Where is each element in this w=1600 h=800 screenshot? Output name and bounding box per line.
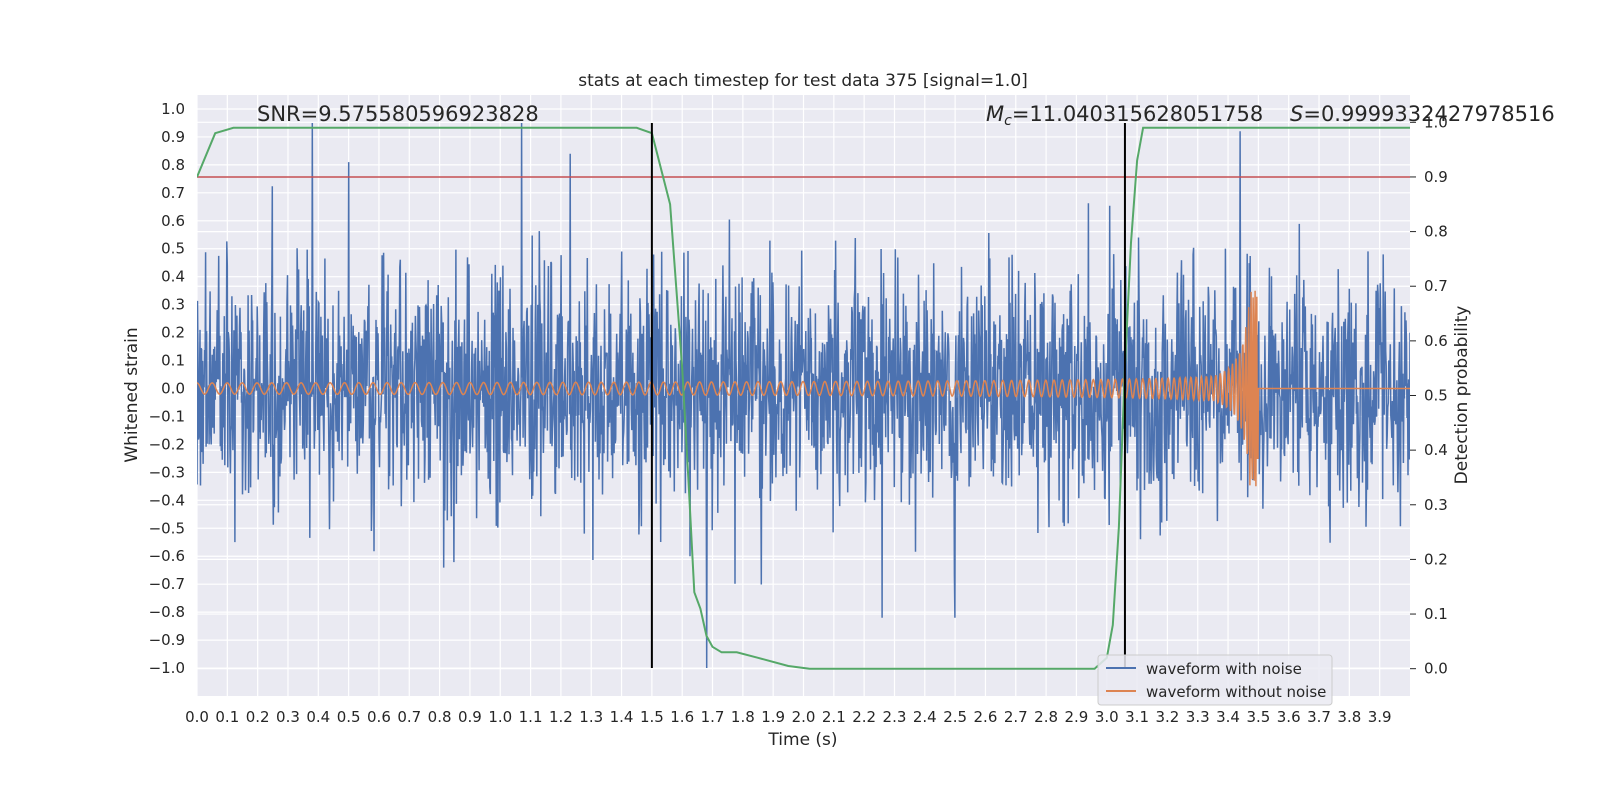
x-tick-label: 2.4 xyxy=(913,708,937,726)
y-tick-label: 0.6 xyxy=(161,212,185,230)
legend-box xyxy=(1097,654,1333,706)
y2-tick-label: 0.8 xyxy=(1424,223,1448,241)
x-tick-label: 2.8 xyxy=(1034,708,1058,726)
y-tick-label: −0.2 xyxy=(149,435,185,453)
chirp-mass-annotation: Mc=11.040315628051758 xyxy=(986,102,1263,129)
x-tick-label: 3.9 xyxy=(1368,708,1392,726)
x-tick-label: 3.8 xyxy=(1337,708,1361,726)
y-tick-label: −0.9 xyxy=(149,631,185,649)
y2-tick-label: 0.4 xyxy=(1424,441,1448,459)
x-tick-label: 2.2 xyxy=(852,708,876,726)
x-axis-label: Time (s) xyxy=(767,730,837,750)
y-tick-label: 0.0 xyxy=(161,380,185,398)
x-tick-label: 0.0 xyxy=(185,708,209,726)
y-tick-label: 0.7 xyxy=(161,184,185,202)
x-tick-label: 2.5 xyxy=(943,708,967,726)
legend-label-waveform-without-noise: waveform without noise xyxy=(1146,683,1326,701)
x-tick-label: 1.4 xyxy=(610,708,634,726)
y2-tick-label: 1.0 xyxy=(1424,113,1448,131)
x-tick-label: 2.1 xyxy=(822,708,846,726)
x-tick-label: 1.7 xyxy=(701,708,725,726)
x-tick-label: 2.0 xyxy=(792,708,816,726)
legend-label-waveform-with-noise: waveform with noise xyxy=(1146,660,1302,678)
x-tick-label: 2.7 xyxy=(1004,708,1028,726)
y-tick-label: 0.8 xyxy=(161,156,185,174)
x-tick-label: 1.3 xyxy=(579,708,603,726)
x-tick-label: 3.2 xyxy=(1155,708,1179,726)
x-tick-label: 0.1 xyxy=(215,708,239,726)
x-tick-label: 0.5 xyxy=(337,708,361,726)
y-tick-label: 0.2 xyxy=(161,324,185,342)
x-tick-label: 3.7 xyxy=(1307,708,1331,726)
x-tick-label: 1.1 xyxy=(519,708,543,726)
x-tick-label: 1.0 xyxy=(488,708,512,726)
y2-tick-label: 0.6 xyxy=(1424,332,1448,350)
y-tick-label: −1.0 xyxy=(149,659,185,677)
x-tick-label: 3.5 xyxy=(1246,708,1270,726)
x-tick-label: 1.6 xyxy=(670,708,694,726)
y-axis-label: Whitened strain xyxy=(122,327,142,462)
x-tick-label: 1.2 xyxy=(549,708,573,726)
x-tick-label: 3.4 xyxy=(1216,708,1240,726)
x-tick-label: 3.1 xyxy=(1125,708,1149,726)
x-tick-label: 1.8 xyxy=(731,708,755,726)
y2-tick-label: 0.5 xyxy=(1424,387,1448,405)
x-tick-label: 0.3 xyxy=(276,708,300,726)
y-tick-label: 0.4 xyxy=(161,268,185,286)
y-tick-label: 0.3 xyxy=(161,296,185,314)
x-tick-label: 1.9 xyxy=(761,708,785,726)
y-tick-label: −0.5 xyxy=(149,519,185,537)
y-tick-label: −0.4 xyxy=(149,491,185,509)
x-tick-label: 1.5 xyxy=(640,708,664,726)
series-line-waveform-without-noise xyxy=(197,290,1410,487)
x-tick-label: 2.9 xyxy=(1064,708,1088,726)
y2-axis-label: Detection probability xyxy=(1452,306,1472,485)
score-annotation: S=0.9999332427978516 xyxy=(1290,102,1555,126)
y-tick-label: −0.3 xyxy=(149,463,185,481)
y2-tick-label: 0.9 xyxy=(1424,168,1448,186)
x-tick-label: 0.6 xyxy=(367,708,391,726)
y-axis-ticks: 1.0 0.9 0.8 0.7 0.6 0.5 0.4 0.3 0.2 0.1 0.0 −0.1 −0.… xyxy=(149,100,185,677)
x-tick-label: 0.2 xyxy=(246,708,270,726)
y-tick-label: −0.7 xyxy=(149,575,185,593)
y-tick-label: −0.8 xyxy=(149,603,185,621)
y2-tick-label: 0.1 xyxy=(1424,605,1448,623)
y2-tick-label: 0.0 xyxy=(1424,660,1448,678)
y2-tick-label: 0.2 xyxy=(1424,550,1448,568)
y-tick-label: 0.5 xyxy=(161,240,185,258)
y-tick-label: −0.1 xyxy=(149,407,185,425)
y-tick-label: 0.9 xyxy=(161,128,185,146)
x-tick-label: 0.4 xyxy=(306,708,330,726)
y2-tick-label: 0.3 xyxy=(1424,496,1448,514)
x-tick-label: 2.3 xyxy=(883,708,907,726)
y-tick-label: 1.0 xyxy=(161,100,185,118)
y-tick-label: 0.1 xyxy=(161,352,185,370)
legend: waveform with noise waveform without noi… xyxy=(1097,654,1333,706)
x-tick-label: 3.0 xyxy=(1095,708,1119,726)
y2-axis-ticks: 1.0 0.9 0.8 0.7 0.6 0.5 0.4 0.3 0.2 0.1 0.0 xyxy=(1410,113,1448,678)
x-tick-label: 0.8 xyxy=(428,708,452,726)
series-line-detection-probability xyxy=(197,126,1410,670)
x-tick-label: 0.7 xyxy=(397,708,421,726)
x-tick-label: 0.9 xyxy=(458,708,482,726)
chart-title: stats at each timestep for test data 375… xyxy=(578,71,1028,91)
y2-tick-label: 0.7 xyxy=(1424,277,1448,295)
x-tick-label: 3.3 xyxy=(1186,708,1210,726)
y-tick-label: −0.6 xyxy=(149,547,185,565)
x-tick-label: 3.6 xyxy=(1277,708,1301,726)
snr-annotation: SNR=9.575580596923828 xyxy=(257,102,539,126)
x-tick-label: 2.6 xyxy=(974,708,998,726)
x-axis-ticks: 0.0 0.1 0.2 0.3 0.4 0.5 0.6 0.7 0.8 0.9 1.0 1.1 1.2 1… xyxy=(185,708,1392,726)
